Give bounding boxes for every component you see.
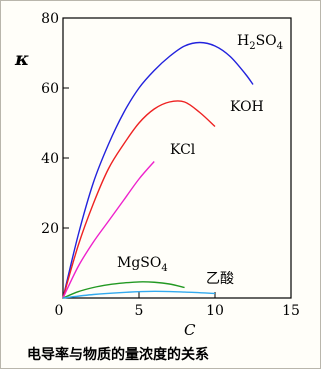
chart-title: 电导率与物质的量浓度的关系 bbox=[27, 346, 209, 363]
y-tick-label: 20 bbox=[41, 221, 59, 237]
x-tick-label: 5 bbox=[135, 303, 144, 319]
series-line-2 bbox=[62, 161, 155, 299]
series-line-0 bbox=[62, 41, 254, 299]
plot-frame bbox=[62, 17, 292, 299]
chart-curves bbox=[62, 41, 254, 299]
series-label-2: KCl bbox=[170, 142, 196, 158]
x-tick-label: 10 bbox=[206, 303, 224, 319]
series-line-4 bbox=[62, 290, 216, 299]
y-tick-label: 40 bbox=[41, 151, 59, 167]
x-tick-label: 0 bbox=[55, 303, 64, 319]
series-label-3: MgSO4 bbox=[117, 255, 168, 274]
y-tick-label: 80 bbox=[41, 11, 59, 27]
chart-labels: H2SO4 KOH KCl MgSO4 乙酸 bbox=[117, 33, 283, 287]
series-label-4: 乙酸 bbox=[206, 271, 234, 287]
x-tick-label: 15 bbox=[282, 303, 300, 319]
series-line-1 bbox=[62, 100, 216, 299]
x-axis-label: C bbox=[184, 321, 196, 339]
series-label-1: KOH bbox=[230, 99, 264, 115]
series-line-3 bbox=[62, 281, 185, 299]
series-label-0: H2SO4 bbox=[237, 33, 283, 52]
y-axis-label: κ bbox=[14, 48, 29, 70]
chart-axes: 20 40 60 80 0 5 10 15 bbox=[41, 11, 300, 319]
y-tick-label: 60 bbox=[41, 81, 59, 97]
